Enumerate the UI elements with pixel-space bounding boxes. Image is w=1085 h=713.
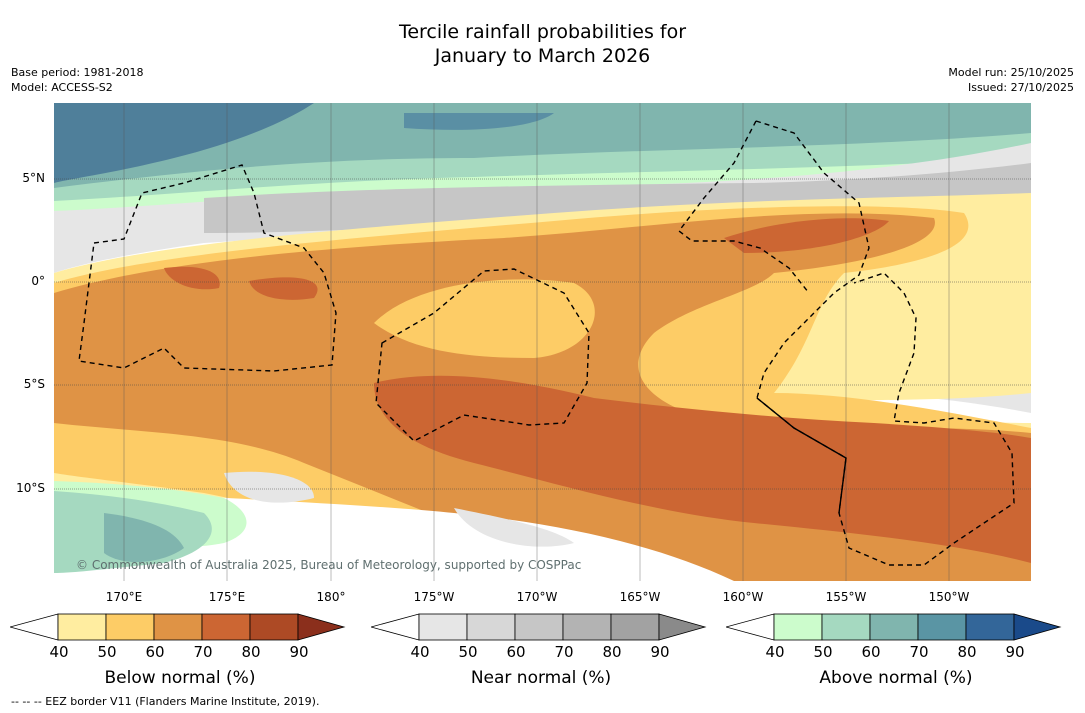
below-normal-50-central [374,279,595,358]
lat-label-5n: 5°N [22,171,45,185]
lon-label-180: 180° [316,590,346,604]
near-swatch-70-80 [562,613,612,641]
title-line-2: January to March 2026 [434,45,651,67]
above-swatch-60-70 [869,613,919,641]
colorbar-near-swatches [371,613,707,641]
near-swatch-over [658,613,707,641]
colorbar-near-title: Near normal (%) [470,668,612,688]
graticule-lon [123,103,950,581]
cb-above-tick-50: 50 [813,643,833,661]
base-period: Base period: 1981-2018 [11,66,144,79]
south-near [224,471,314,503]
colorbar-below [10,613,346,641]
cb-near-tick-50: 50 [458,643,478,661]
cb-above-tick-90: 90 [1005,643,1025,661]
below-swatch-70-80 [201,613,251,641]
lat-label-10s: 10°S [16,481,45,495]
model-run: Model run: 25/10/2025 [948,66,1074,79]
above-swatch-under [726,613,775,641]
title-line-1: Tercile rainfall probabilities for [398,21,687,43]
north-above-deep [54,103,314,183]
below-normal-70-west-2 [249,277,318,300]
above-swatch-50-60 [821,613,871,641]
above-swatch-40-50 [773,613,823,641]
colorbar-below-swatches [10,613,346,641]
colorbar-above-swatches [726,613,1062,641]
cb-above-tick-80: 80 [957,643,977,661]
cb-below-tick-50: 50 [97,643,117,661]
below-normal-70 [374,375,1031,563]
lon-label-160w: 160°W [722,590,764,604]
eez-line-south [756,272,1015,566]
meta-right: Model run: 25/10/2025 Issued: 27/10/2025 [948,65,1074,95]
cb-near-tick-70: 70 [554,643,574,661]
near-swatch-40-50 [418,613,468,641]
cb-above-tick-70: 70 [909,643,929,661]
lon-label-175e: 175°E [208,590,246,604]
issued-date: Issued: 27/10/2025 [967,81,1074,94]
near-normal-core [204,163,1031,233]
lon-label-165w: 165°W [619,590,661,604]
copyright-notice: © Commonwealth of Australia 2025, Bureau… [76,558,582,572]
near-swatch-60-70 [514,613,564,641]
near-swatch-under [371,613,420,641]
near-swatch-50-60 [466,613,516,641]
cb-below-tick-60: 60 [145,643,165,661]
probability-map [54,103,1031,581]
below-swatch-80-90 [249,613,299,641]
colorbar-above [726,613,1062,641]
eez-kiribati-gilbert [78,164,337,372]
cb-near-tick-80: 80 [602,643,622,661]
near-swatch-80-90 [610,613,660,641]
cb-below-tick-90: 90 [289,643,309,661]
cb-below-tick-40: 40 [49,643,69,661]
eez-kiribati-line-north [755,120,870,399]
lon-label-150w: 150°W [928,590,970,604]
below-swatch-60-70 [153,613,203,641]
colorbar-above-title: Above normal (%) [819,668,973,688]
below-normal-70-west [164,266,220,290]
below-normal-70-north [724,218,889,253]
eez-kiribati-phoenix [375,268,590,442]
below-swatch-over [297,613,346,641]
eez-borders [78,120,1015,566]
lat-label-0: 0° [31,274,45,288]
above-swatch-80-90 [965,613,1015,641]
eez-solid-segment [756,397,847,514]
below-swatch-40-50 [57,613,107,641]
map-title: Tercile rainfall probabilities for Janua… [0,20,1085,68]
lon-label-170e: 170°E [105,590,143,604]
eez-legend-footer: -- -- -- EEZ border V11 (Flanders Marine… [11,695,320,708]
eez-kiribati-line-west [678,120,810,294]
lon-label-175w: 175°W [413,590,455,604]
cb-near-tick-40: 40 [410,643,430,661]
lon-label-155w: 155°W [825,590,867,604]
north-above-lightest [54,158,1031,213]
cb-above-tick-40: 40 [765,643,785,661]
cb-near-tick-60: 60 [506,643,526,661]
lat-label-5s: 5°S [23,377,45,391]
below-swatch-under [10,613,59,641]
cb-below-tick-70: 70 [193,643,213,661]
north-above-deep-2 [404,113,554,130]
cb-near-tick-90: 90 [650,643,670,661]
below-swatch-50-60 [105,613,155,641]
cb-above-tick-60: 60 [861,643,881,661]
colorbar-below-title: Below normal (%) [104,668,256,688]
cb-below-tick-80: 80 [241,643,261,661]
model-name: Model: ACCESS-S2 [11,81,113,94]
south-near-2 [454,508,574,547]
lon-label-170w: 170°W [516,590,558,604]
meta-left: Base period: 1981-2018 Model: ACCESS-S2 [11,65,143,95]
graticule [54,178,1031,490]
colorbar-near [371,613,707,641]
above-swatch-over [1013,613,1062,641]
above-swatch-70-80 [917,613,967,641]
